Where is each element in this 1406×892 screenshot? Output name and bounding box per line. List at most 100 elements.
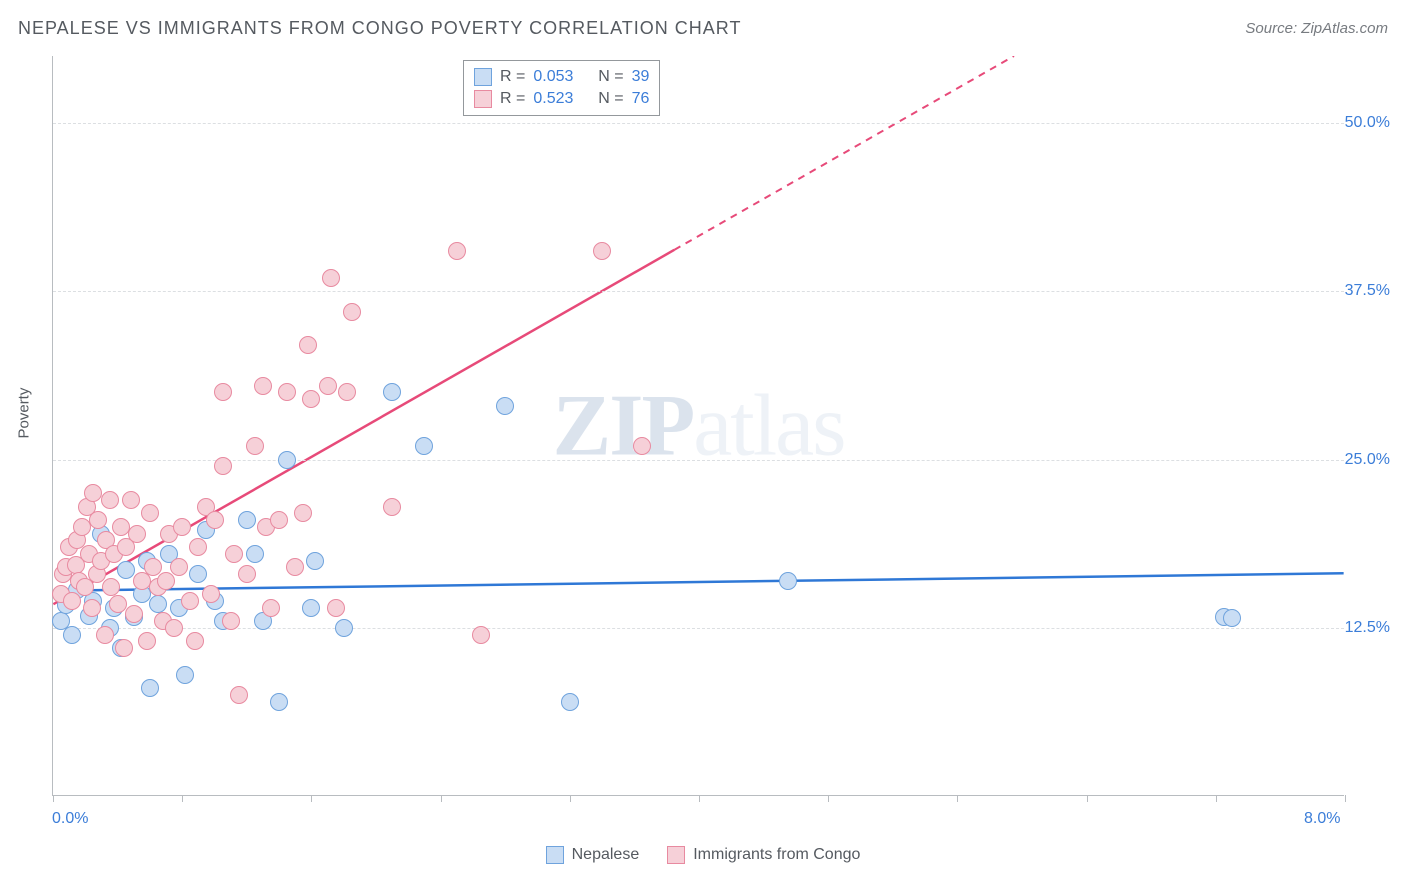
x-tick	[570, 795, 571, 802]
x-tick	[311, 795, 312, 802]
trend-lines-layer	[53, 56, 1344, 795]
data-point-nepalese	[63, 626, 81, 644]
source-name: ZipAtlas.com	[1301, 20, 1388, 37]
data-point-nepalese	[270, 693, 288, 711]
data-point-congo	[206, 511, 224, 529]
x-tick	[699, 795, 700, 802]
data-point-congo	[115, 639, 133, 657]
data-point-nepalese	[278, 451, 296, 469]
data-point-congo	[383, 498, 401, 516]
r-label: R =	[500, 90, 525, 108]
congo-swatch	[667, 846, 685, 864]
data-point-congo	[63, 592, 81, 610]
data-point-congo	[122, 491, 140, 509]
data-point-congo	[186, 632, 204, 650]
data-point-congo	[214, 383, 232, 401]
legend-label-congo: Immigrants from Congo	[693, 846, 860, 864]
x-tick	[1216, 795, 1217, 802]
data-point-congo	[286, 558, 304, 576]
x-tick	[53, 795, 54, 802]
data-point-congo	[222, 612, 240, 630]
data-point-nepalese	[176, 666, 194, 684]
data-point-congo	[89, 511, 107, 529]
data-point-nepalese	[779, 572, 797, 590]
data-point-congo	[165, 619, 183, 637]
data-point-congo	[633, 437, 651, 455]
x-tick	[1345, 795, 1346, 802]
data-point-congo	[225, 545, 243, 563]
data-point-congo	[593, 242, 611, 260]
data-point-nepalese	[415, 437, 433, 455]
grid-line	[53, 460, 1344, 461]
y-axis-label: Poverty	[16, 388, 33, 439]
data-point-congo	[319, 377, 337, 395]
data-point-congo	[214, 457, 232, 475]
data-point-congo	[262, 599, 280, 617]
legend-row-nepalese: R = 0.053 N = 39	[474, 66, 649, 88]
legend-label-nepalese: Nepalese	[572, 846, 640, 864]
data-point-nepalese	[246, 545, 264, 563]
data-point-nepalese	[238, 511, 256, 529]
data-point-nepalese	[302, 599, 320, 617]
data-point-congo	[327, 599, 345, 617]
x-tick-label-end: 8.0%	[1304, 810, 1340, 828]
data-point-nepalese	[117, 561, 135, 579]
grid-line	[53, 628, 1344, 629]
congo-swatch	[474, 90, 492, 108]
y-tick-label: 50.0%	[1345, 114, 1390, 132]
n-value-congo: 76	[632, 90, 650, 108]
data-point-congo	[170, 558, 188, 576]
y-tick-label: 12.5%	[1345, 619, 1390, 637]
scatter-plot-area: ZIPatlas R = 0.053 N = 39 R = 0.523 N = …	[52, 56, 1344, 796]
n-value-nepalese: 39	[632, 68, 650, 86]
data-point-congo	[109, 595, 127, 613]
trend-line-extrapolated-congo	[674, 56, 1014, 250]
data-point-congo	[278, 383, 296, 401]
y-tick-label: 37.5%	[1345, 282, 1390, 300]
source-prefix: Source:	[1245, 20, 1301, 37]
data-point-congo	[299, 336, 317, 354]
data-point-nepalese	[141, 679, 159, 697]
legend-item-congo: Immigrants from Congo	[667, 846, 860, 864]
data-point-nepalese	[561, 693, 579, 711]
nepalese-swatch	[474, 68, 492, 86]
data-point-congo	[338, 383, 356, 401]
x-tick	[828, 795, 829, 802]
data-point-congo	[238, 565, 256, 583]
y-tick-label: 25.0%	[1345, 451, 1390, 469]
data-point-congo	[448, 242, 466, 260]
data-point-congo	[246, 437, 264, 455]
data-point-congo	[472, 626, 490, 644]
x-tick	[1087, 795, 1088, 802]
data-point-congo	[189, 538, 207, 556]
data-point-congo	[157, 572, 175, 590]
r-value-nepalese: 0.053	[533, 68, 573, 86]
legend-row-congo: R = 0.523 N = 76	[474, 88, 649, 110]
r-value-congo: 0.523	[533, 90, 573, 108]
data-point-congo	[173, 518, 191, 536]
data-point-congo	[230, 686, 248, 704]
data-point-congo	[270, 511, 288, 529]
x-tick	[441, 795, 442, 802]
n-label: N =	[598, 68, 623, 86]
data-point-nepalese	[189, 565, 207, 583]
chart-title: NEPALESE VS IMMIGRANTS FROM CONGO POVERT…	[18, 18, 741, 39]
watermark: ZIPatlas	[553, 375, 845, 476]
x-tick	[957, 795, 958, 802]
data-point-congo	[101, 491, 119, 509]
n-label: N =	[598, 90, 623, 108]
data-point-nepalese	[383, 383, 401, 401]
correlation-legend: R = 0.053 N = 39 R = 0.523 N = 76	[463, 60, 660, 116]
nepalese-swatch	[546, 846, 564, 864]
data-point-congo	[128, 525, 146, 543]
data-point-congo	[181, 592, 199, 610]
data-point-nepalese	[335, 619, 353, 637]
legend-item-nepalese: Nepalese	[546, 846, 640, 864]
grid-line	[53, 123, 1344, 124]
r-label: R =	[500, 68, 525, 86]
data-point-congo	[302, 390, 320, 408]
data-point-congo	[322, 269, 340, 287]
data-point-congo	[96, 626, 114, 644]
data-point-nepalese	[496, 397, 514, 415]
data-point-congo	[141, 504, 159, 522]
